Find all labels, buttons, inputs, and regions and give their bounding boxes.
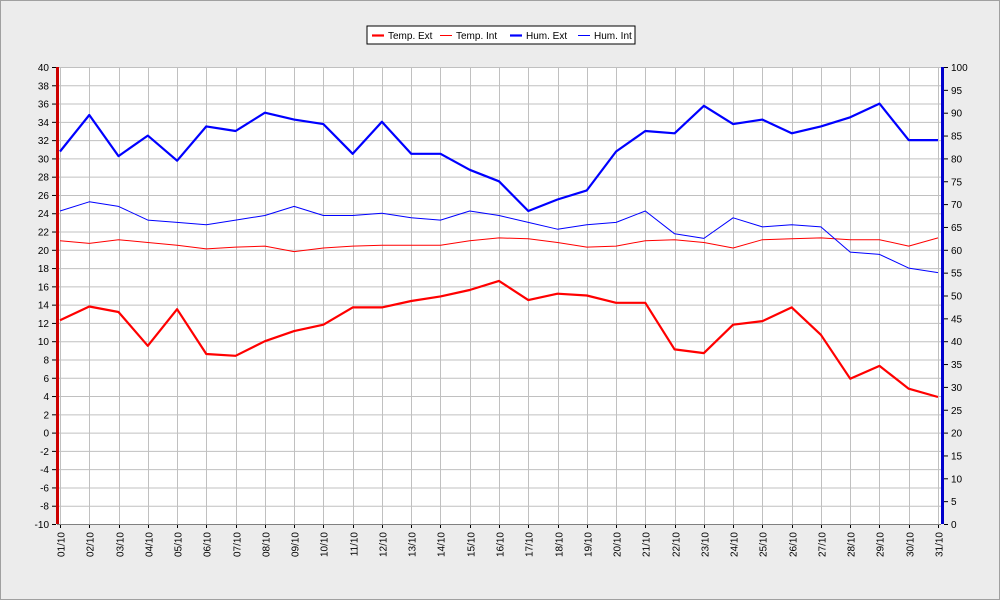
y-right-tick-label: 20 (951, 429, 963, 440)
y-left-tick-label: 8 (43, 355, 49, 366)
y-right-tick-label: 65 (951, 223, 963, 234)
y-left-tick-label: -8 (40, 502, 49, 513)
y-left-tick-label: 20 (38, 246, 50, 257)
x-tick-label: 13/10 (408, 532, 419, 557)
x-tick-label: 11/10 (350, 532, 361, 557)
x-tick-label: 02/10 (86, 532, 97, 557)
y-right-tick-label: 100 (951, 63, 968, 74)
y-right-axis-line (941, 67, 944, 524)
y-left-tick-label: 22 (38, 228, 50, 239)
legend-label: Hum. Ext (526, 31, 567, 42)
y-right-tick-label: 0 (951, 520, 957, 531)
y-right-tick-label: 55 (951, 269, 963, 280)
x-tick-label: 15/10 (467, 532, 478, 557)
x-tick-label: 31/10 (935, 532, 946, 557)
x-tick-label: 28/10 (847, 532, 858, 557)
y-left-tick-label: 16 (38, 282, 50, 293)
x-tick-label: 07/10 (233, 532, 244, 557)
y-left-tick-label: -10 (35, 520, 50, 531)
legend-label: Temp. Int (456, 31, 497, 42)
x-tick-label: 25/10 (759, 532, 770, 557)
y-right-tick-label: 10 (951, 474, 963, 485)
y-left-tick-label: 32 (38, 136, 50, 147)
series-group (59, 102, 939, 399)
x-tick-label: 24/10 (730, 532, 741, 557)
x-tick-label: 10/10 (320, 532, 331, 557)
x-tick-label: 19/10 (584, 532, 595, 557)
y-right-tick-label: 40 (951, 337, 963, 348)
y-right-tick-label: 50 (951, 292, 963, 303)
x-tick-label: 05/10 (174, 532, 185, 557)
y-right-tick-label: 30 (951, 383, 963, 394)
y-right-tick-label: 35 (951, 360, 963, 371)
x-tick-label: 27/10 (818, 532, 829, 557)
x-tick-label: 23/10 (701, 532, 712, 557)
grid (57, 67, 941, 525)
y-left-tick-label: 26 (38, 191, 50, 202)
y-left-tick-label: 12 (38, 319, 50, 330)
y-left-tick-label: 18 (38, 264, 50, 275)
y-left-tick-label: -4 (40, 465, 49, 476)
x-tick-label: 22/10 (672, 532, 683, 557)
x-tick-label: 08/10 (262, 532, 273, 557)
legend-label: Temp. Ext (388, 31, 433, 42)
y-left-tick-label: 0 (43, 429, 49, 440)
y-left-tick-label: -2 (40, 447, 49, 458)
y-right-tick-label: 25 (951, 406, 963, 417)
y-left-tick-label: 4 (43, 392, 49, 403)
y-right-tick-label: 60 (951, 246, 963, 257)
y-left-tick-label: 38 (38, 81, 50, 92)
series-line-temp-int (59, 237, 939, 253)
y-left-tick-label: 34 (38, 118, 50, 129)
x-tick-label: 04/10 (145, 532, 156, 557)
y-left-tick-label: 40 (38, 63, 50, 74)
y-right-tick-label: 80 (951, 154, 963, 165)
y-left-tick-label: 28 (38, 173, 50, 184)
legend-label: Hum. Int (594, 31, 632, 42)
legend-box (366, 25, 636, 45)
y-left-tick-label: 2 (43, 410, 49, 421)
y-left-tick-label: -6 (40, 483, 49, 494)
y-right-tick-label: 70 (951, 200, 963, 211)
y-left-tick-label: 6 (43, 374, 49, 385)
x-tick-label: 14/10 (437, 532, 448, 557)
x-tick-label: 17/10 (525, 532, 536, 557)
x-tick-label: 30/10 (906, 532, 917, 557)
y-left-tick-label: 24 (38, 209, 50, 220)
x-tick-label: 16/10 (496, 532, 507, 557)
y-left-axis-line (56, 67, 59, 524)
x-tick-label: 12/10 (379, 532, 390, 557)
y-right-tick-label: 85 (951, 132, 963, 143)
y-right-tick-label: 45 (951, 314, 963, 325)
series-line-hum-ext (59, 102, 938, 213)
y-left-tick-label: 36 (38, 100, 50, 111)
axes: -10-8-6-4-202468101214161820222426283032… (35, 63, 969, 557)
y-right-tick-label: 75 (951, 177, 963, 188)
x-tick-label: 20/10 (613, 532, 624, 557)
y-left-tick-label: 14 (38, 301, 50, 312)
x-tick-label: 09/10 (291, 532, 302, 557)
y-left-tick-label: 10 (38, 337, 50, 348)
series-line-hum-int (59, 201, 939, 274)
x-tick-label: 06/10 (203, 532, 214, 557)
y-right-tick-label: 90 (951, 109, 963, 120)
series-line-temp-ext (59, 279, 939, 399)
x-tick-label: 03/10 (116, 532, 127, 557)
y-left-tick-label: 30 (38, 154, 50, 165)
x-tick-label: 18/10 (555, 532, 566, 557)
y-right-tick-label: 95 (951, 86, 963, 97)
y-right-tick-label: 15 (951, 451, 963, 462)
x-tick-label: 21/10 (642, 532, 653, 557)
x-tick-label: 01/10 (57, 532, 68, 557)
x-tick-label: 29/10 (876, 532, 887, 557)
y-right-tick-label: 5 (951, 497, 957, 508)
x-tick-label: 26/10 (789, 532, 800, 557)
legend: Temp. Ext Temp. Int Hum. Ext Hum. Int (366, 25, 636, 45)
